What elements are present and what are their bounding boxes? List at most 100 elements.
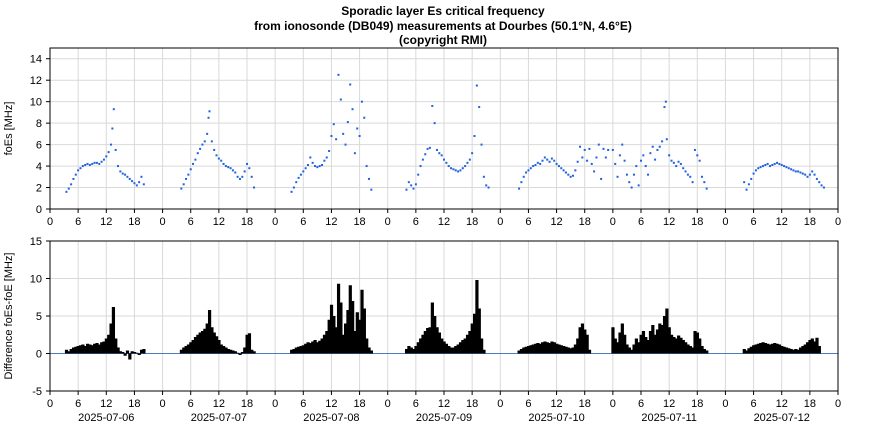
x-tick-label: 12: [100, 398, 112, 410]
x-tick-label: 0: [497, 398, 503, 410]
data-bar: [472, 313, 477, 354]
data-point: [241, 175, 244, 178]
data-point: [220, 159, 223, 162]
data-bar: [318, 340, 322, 354]
data-bar: [698, 338, 702, 354]
data-point: [426, 147, 429, 150]
data-point: [133, 182, 136, 185]
data-bar: [88, 344, 92, 354]
data-point: [637, 184, 640, 187]
data-bar: [632, 344, 636, 354]
data-bar: [433, 316, 437, 354]
data-bar: [404, 349, 409, 354]
data-point: [253, 186, 256, 189]
data-bar: [245, 334, 249, 354]
data-point: [595, 156, 598, 159]
data-bar: [212, 332, 216, 354]
data-bar: [548, 343, 552, 354]
data-bar: [679, 337, 683, 354]
x-tick-label: 0: [610, 398, 616, 410]
data-point: [109, 143, 112, 146]
data-point: [189, 168, 192, 171]
x-tick-label: 12: [325, 216, 337, 228]
data-bar: [662, 316, 667, 354]
data-point: [700, 175, 703, 178]
data-bar: [571, 347, 575, 354]
x-tick-label: 12: [663, 398, 675, 410]
data-point: [192, 162, 195, 165]
data-bar: [470, 323, 474, 354]
data-bar: [620, 323, 624, 354]
data-bar: [477, 308, 481, 354]
data-point: [808, 173, 811, 176]
data-bar: [749, 346, 753, 354]
data-point: [689, 175, 692, 178]
data-bar: [97, 344, 101, 354]
data-bar: [109, 323, 113, 354]
x-tick-label: 6: [751, 398, 757, 410]
data-bar: [454, 346, 458, 354]
data-point: [790, 168, 793, 171]
data-point: [438, 152, 441, 155]
data-bar: [667, 327, 671, 354]
x-tick-label: 0: [497, 216, 503, 228]
data-point: [743, 181, 746, 184]
data-bar: [480, 338, 484, 354]
data-point: [597, 143, 600, 146]
data-point: [238, 177, 241, 180]
data-point: [705, 187, 708, 190]
data-point: [675, 165, 678, 168]
data-point: [778, 162, 781, 165]
data-point: [210, 140, 213, 143]
data-point: [614, 162, 617, 165]
data-bar: [578, 327, 582, 354]
data-bar: [766, 343, 770, 354]
data-bar: [313, 340, 317, 354]
data-point: [661, 140, 664, 143]
data-point: [776, 161, 779, 164]
data-point: [785, 166, 788, 169]
data-bar: [669, 334, 674, 354]
data-bar: [184, 346, 188, 354]
data-bar: [222, 346, 226, 354]
data-point: [297, 176, 300, 179]
chart-title-line-2: from ionosonde (DB049) measurements at D…: [254, 19, 632, 33]
data-point: [119, 170, 122, 173]
data-bar: [763, 343, 767, 354]
data-bar: [529, 345, 533, 354]
data-point: [804, 173, 807, 176]
data-point: [428, 146, 431, 149]
x-tick-label: 12: [213, 216, 225, 228]
data-point: [799, 171, 802, 174]
data-bar: [299, 346, 303, 354]
data-point: [562, 169, 565, 172]
data-bar: [660, 325, 664, 354]
data-bar: [346, 310, 350, 354]
data-point: [564, 171, 567, 174]
data-point: [773, 162, 776, 165]
data-point: [67, 187, 70, 190]
data-bar: [137, 353, 141, 355]
data-point: [337, 73, 340, 76]
data-bar: [801, 346, 805, 354]
data-point: [811, 170, 814, 173]
data-bar: [759, 343, 763, 354]
data-point: [668, 154, 671, 157]
x-tick-label: 12: [438, 398, 450, 410]
data-bar: [217, 340, 221, 354]
data-point: [604, 156, 607, 159]
data-point: [318, 165, 321, 168]
data-bar: [132, 352, 137, 354]
data-point: [323, 159, 326, 162]
data-point: [557, 165, 560, 168]
data-point: [299, 173, 302, 176]
x-tick-label: 0: [47, 398, 53, 410]
data-bar: [449, 347, 453, 354]
data-point: [421, 158, 424, 161]
data-point: [450, 167, 453, 170]
data-bar: [353, 331, 357, 354]
data-point: [370, 188, 373, 191]
data-bar: [304, 343, 308, 354]
data-bar: [142, 349, 146, 354]
data-bar: [182, 347, 186, 354]
